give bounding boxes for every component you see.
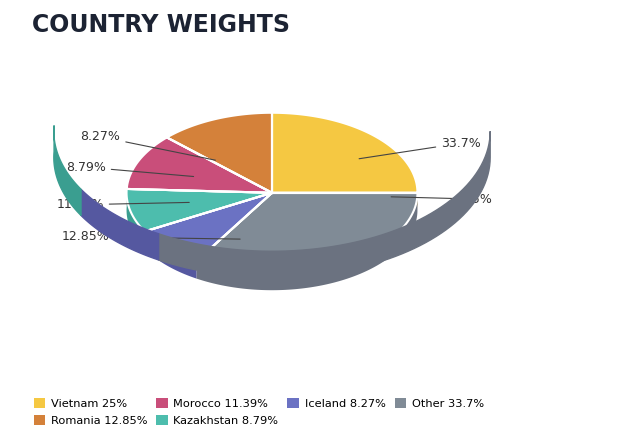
Polygon shape	[127, 189, 145, 249]
Polygon shape	[127, 138, 272, 193]
Polygon shape	[272, 113, 417, 193]
Text: 12.85%: 12.85%	[62, 230, 240, 243]
Polygon shape	[196, 193, 417, 273]
Polygon shape	[272, 113, 417, 210]
Text: 25%: 25%	[391, 193, 493, 206]
Text: 8.27%: 8.27%	[81, 130, 216, 160]
Polygon shape	[81, 189, 159, 260]
Polygon shape	[54, 126, 81, 215]
Polygon shape	[145, 231, 196, 279]
Polygon shape	[167, 113, 272, 193]
Legend: Vietnam 25%, Romania 12.85%, Morocco 11.39%, Kazakhstan 8.79%, Iceland 8.27%, Ot: Vietnam 25%, Romania 12.85%, Morocco 11.…	[31, 396, 486, 428]
Text: 8.79%: 8.79%	[66, 161, 193, 177]
Polygon shape	[127, 189, 272, 231]
Polygon shape	[159, 131, 490, 277]
Text: 33.7%: 33.7%	[359, 137, 481, 159]
Polygon shape	[196, 193, 417, 290]
Text: 11.39%: 11.39%	[56, 198, 189, 211]
Text: COUNTRY WEIGHTS: COUNTRY WEIGHTS	[32, 13, 290, 37]
Polygon shape	[145, 193, 272, 261]
